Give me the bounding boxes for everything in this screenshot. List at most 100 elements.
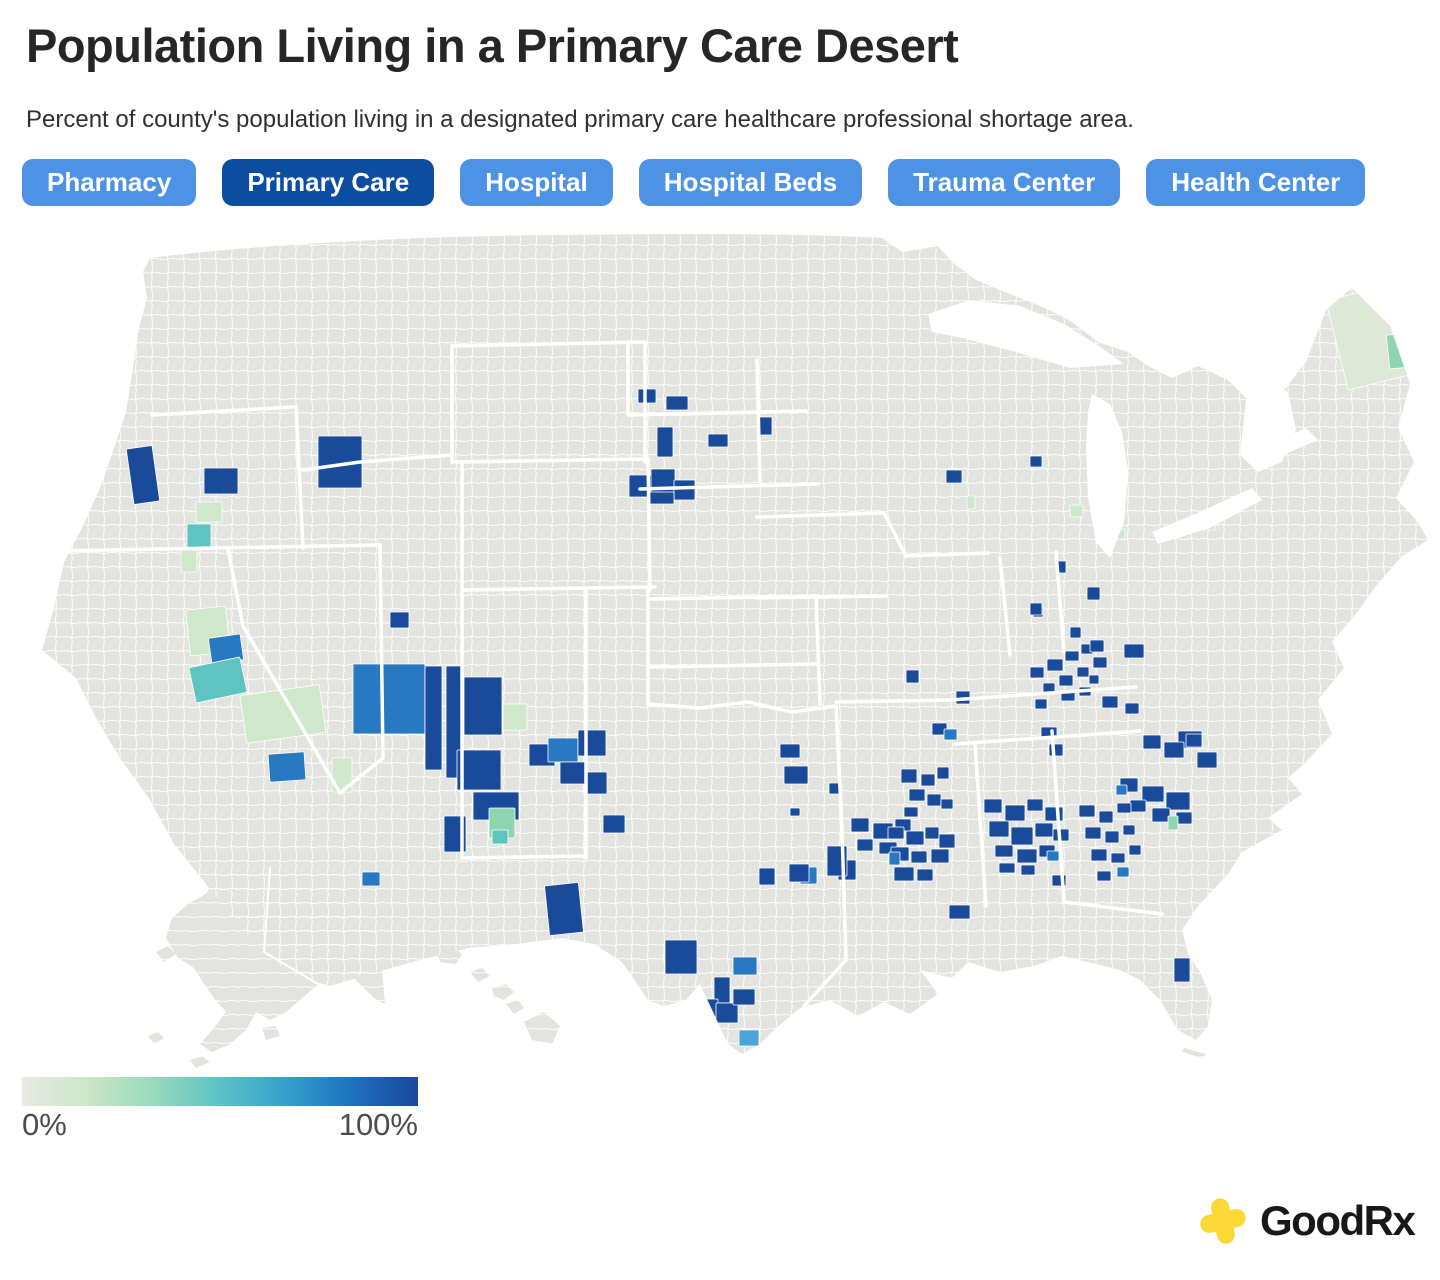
- county-mark[interactable]: [1026, 798, 1044, 812]
- county-mark[interactable]: [1173, 957, 1191, 983]
- county-mark[interactable]: [788, 863, 810, 883]
- county-mark[interactable]: [936, 766, 950, 780]
- county-mark[interactable]: [1076, 666, 1090, 678]
- county-mark[interactable]: [491, 829, 509, 845]
- county-mark[interactable]: [1116, 866, 1130, 878]
- county-mark[interactable]: [1020, 864, 1036, 876]
- county-mark[interactable]: [1104, 830, 1120, 844]
- county-mark[interactable]: [1163, 741, 1185, 759]
- county-mark[interactable]: [732, 988, 756, 1006]
- county-mark[interactable]: [1196, 751, 1218, 769]
- tab-trauma-center[interactable]: Trauma Center: [888, 159, 1121, 206]
- county-mark[interactable]: [1046, 658, 1064, 672]
- county-mark[interactable]: [1004, 804, 1026, 822]
- county-mark[interactable]: [649, 491, 675, 505]
- county-mark[interactable]: [1142, 734, 1162, 750]
- county-mark[interactable]: [1141, 785, 1165, 803]
- county-mark[interactable]: [1016, 848, 1038, 864]
- county-mark[interactable]: [656, 426, 674, 458]
- county-mark[interactable]: [856, 838, 874, 852]
- county-mark[interactable]: [1098, 810, 1114, 824]
- county-mark[interactable]: [1029, 666, 1045, 679]
- county-mark[interactable]: [502, 703, 528, 731]
- county-mark[interactable]: [1167, 815, 1179, 831]
- county-mark[interactable]: [602, 814, 626, 834]
- county-mark[interactable]: [424, 665, 443, 771]
- county-mark[interactable]: [908, 788, 926, 802]
- county-mark[interactable]: [352, 663, 426, 735]
- county-mark[interactable]: [916, 868, 934, 882]
- county-mark[interactable]: [195, 501, 223, 523]
- county-mark[interactable]: [779, 743, 801, 759]
- county-mark[interactable]: [1385, 332, 1413, 370]
- county-mark[interactable]: [1029, 602, 1043, 616]
- county-mark[interactable]: [180, 549, 198, 573]
- county-mark[interactable]: [887, 826, 905, 840]
- county-mark[interactable]: [1092, 656, 1108, 669]
- county-mark[interactable]: [920, 773, 936, 787]
- county-mark[interactable]: [758, 867, 776, 886]
- county-mark[interactable]: [673, 479, 696, 501]
- county-mark[interactable]: [544, 882, 584, 936]
- county-mark[interactable]: [389, 611, 410, 629]
- county-mark[interactable]: [893, 866, 915, 882]
- county-mark[interactable]: [665, 395, 689, 411]
- county-mark[interactable]: [1128, 844, 1142, 856]
- county-mark[interactable]: [940, 798, 954, 810]
- county-mark[interactable]: [1088, 674, 1100, 685]
- tab-hospital[interactable]: Hospital: [460, 159, 613, 206]
- county-mark[interactable]: [1123, 643, 1145, 659]
- county-mark[interactable]: [1048, 743, 1064, 757]
- county-mark[interactable]: [456, 749, 502, 791]
- county-mark[interactable]: [693, 998, 719, 1022]
- county-mark[interactable]: [1151, 807, 1171, 823]
- county-mark[interactable]: [1058, 674, 1074, 687]
- county-mark[interactable]: [1096, 870, 1112, 882]
- county-mark[interactable]: [361, 871, 381, 887]
- tab-primary-care[interactable]: Primary Care: [222, 159, 435, 206]
- county-mark[interactable]: [1086, 586, 1101, 601]
- county-mark[interactable]: [910, 850, 928, 864]
- county-mark[interactable]: [577, 729, 607, 757]
- county-mark[interactable]: [1034, 822, 1054, 838]
- county-mark[interactable]: [948, 904, 971, 920]
- county-mark[interactable]: [1185, 733, 1203, 748]
- county-mark[interactable]: [789, 807, 801, 817]
- county-mark[interactable]: [905, 669, 920, 684]
- county-mark[interactable]: [125, 445, 161, 505]
- county-mark[interactable]: [203, 467, 239, 495]
- county-mark[interactable]: [547, 737, 579, 763]
- county-mark[interactable]: [783, 765, 809, 785]
- county-mark[interactable]: [994, 844, 1014, 858]
- county-mark[interactable]: [924, 826, 940, 840]
- county-mark[interactable]: [715, 1002, 739, 1024]
- county-mark[interactable]: [463, 676, 503, 736]
- county-mark[interactable]: [637, 388, 657, 404]
- county-mark[interactable]: [707, 433, 729, 448]
- county-mark[interactable]: [758, 416, 773, 436]
- county-mark[interactable]: [943, 728, 958, 741]
- county-mark[interactable]: [1101, 695, 1119, 709]
- county-mark[interactable]: [1110, 852, 1126, 864]
- county-mark[interactable]: [738, 1029, 760, 1047]
- county-mark[interactable]: [1122, 824, 1136, 836]
- tab-pharmacy[interactable]: Pharmacy: [22, 159, 197, 206]
- county-mark[interactable]: [998, 862, 1016, 874]
- county-mark[interactable]: [1124, 702, 1140, 715]
- county-mark[interactable]: [850, 817, 870, 833]
- county-mark[interactable]: [267, 751, 307, 783]
- county-mark[interactable]: [1010, 826, 1034, 846]
- tab-hospital-beds[interactable]: Hospital Beds: [638, 159, 863, 206]
- tab-health-center[interactable]: Health Center: [1146, 159, 1366, 206]
- county-mark[interactable]: [1165, 791, 1191, 811]
- county-mark[interactable]: [905, 830, 925, 846]
- county-mark[interactable]: [1078, 804, 1096, 818]
- county-mark[interactable]: [1084, 826, 1102, 840]
- county-mark[interactable]: [1029, 455, 1043, 468]
- county-mark[interactable]: [966, 495, 976, 510]
- county-mark[interactable]: [930, 848, 950, 864]
- county-mark[interactable]: [559, 761, 588, 785]
- county-mark[interactable]: [926, 793, 942, 807]
- county-mark[interactable]: [1069, 504, 1084, 518]
